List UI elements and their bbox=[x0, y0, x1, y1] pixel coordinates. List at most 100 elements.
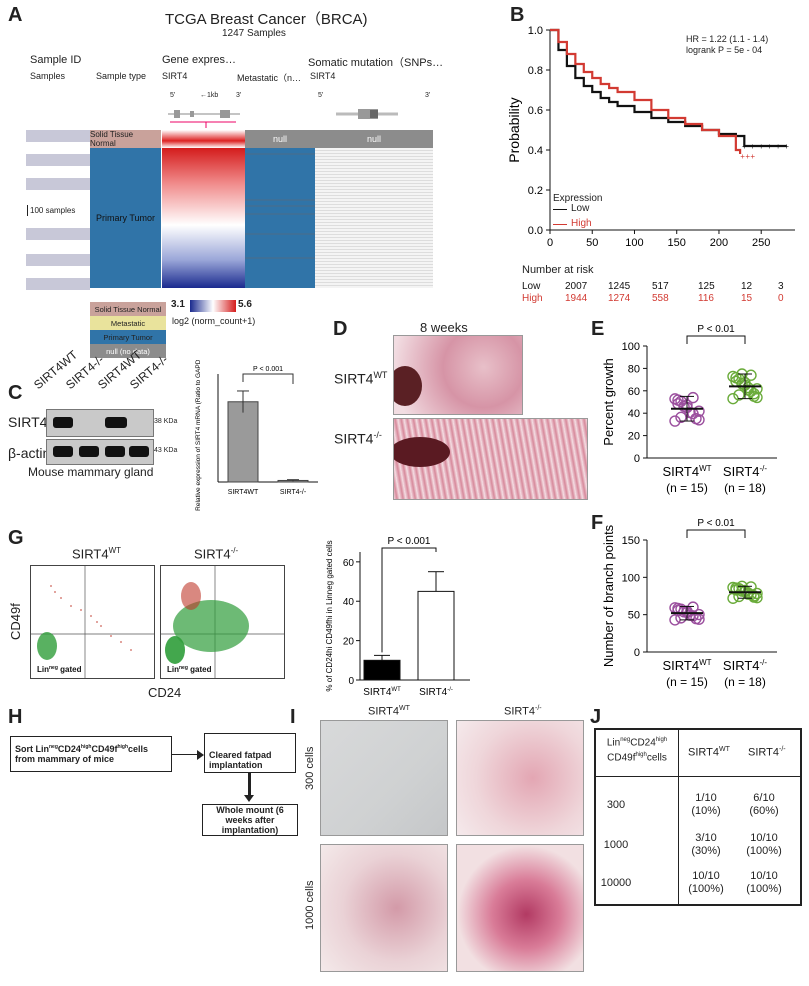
blot-actin bbox=[46, 439, 154, 465]
g-xlabel: CD24 bbox=[148, 685, 182, 700]
g-y-tick-label: 40 bbox=[343, 597, 355, 608]
km-censor-low: + bbox=[767, 142, 772, 151]
sample-rows bbox=[26, 130, 90, 290]
risk-cell: Low bbox=[522, 281, 541, 292]
km-censor-high: + bbox=[750, 152, 755, 161]
kda-43: 43 KDa bbox=[154, 447, 178, 454]
g-ylabel: CD49f bbox=[8, 603, 23, 640]
dot-y-tick-label: 20 bbox=[628, 431, 640, 443]
scale-label: log2 (norm_count+1) bbox=[172, 316, 256, 326]
km-y-tick-label: 1.0 bbox=[528, 25, 543, 37]
g-y-tick-label: 60 bbox=[343, 558, 355, 569]
g-cat-label: SIRT4-/- bbox=[419, 687, 453, 698]
dot-cat-label: SIRT4WT bbox=[662, 464, 711, 479]
band-actin-label: β-actin bbox=[8, 445, 51, 461]
panel-label-d: D bbox=[333, 318, 348, 340]
dot-point bbox=[693, 608, 705, 621]
three-prime-b: 3' bbox=[425, 92, 431, 99]
dot-point bbox=[742, 381, 754, 394]
dot-pvalue: P < 0.01 bbox=[697, 324, 735, 335]
g-bar-0 bbox=[363, 659, 401, 681]
j-cell: 1/10 bbox=[695, 792, 717, 804]
qpcr-bar-0 bbox=[227, 401, 259, 483]
scale-min: 3.1 bbox=[171, 299, 185, 310]
d-title: 8 weeks bbox=[420, 320, 468, 335]
flow-plot-ko: Linneg gated bbox=[160, 565, 285, 679]
panel-label-b: B bbox=[510, 4, 525, 26]
km-censor-low: + bbox=[742, 142, 747, 151]
dot-ylabel: Percent growth bbox=[601, 358, 616, 445]
km-logrank: logrank P = 5e - 04 bbox=[686, 45, 763, 55]
panel-label-c: C bbox=[8, 382, 23, 404]
d-photo-wt bbox=[393, 335, 523, 415]
panel-label-i: I bbox=[290, 706, 296, 728]
g-y-tick-label: 0 bbox=[348, 676, 354, 687]
metastatic-column bbox=[245, 148, 315, 288]
panel-label-j: J bbox=[590, 706, 602, 728]
km-censor-low: + bbox=[750, 142, 755, 151]
row-sirt4-b: SIRT4 bbox=[310, 71, 336, 81]
qpcr-cat-label: SIRT4-/- bbox=[280, 489, 307, 496]
dot-point bbox=[672, 604, 684, 617]
g-pvalue: P < 0.001 bbox=[388, 536, 431, 547]
i-row-1000: 1000 cells bbox=[304, 880, 316, 930]
dot-bracket bbox=[686, 335, 746, 344]
g-bracket bbox=[381, 547, 437, 653]
row-samples: Samples bbox=[30, 71, 66, 81]
km-legend-high-swatch bbox=[553, 224, 567, 225]
dot-point bbox=[693, 405, 705, 417]
tcga-title: TCGA Breast Cancer（BRCA) bbox=[165, 11, 368, 28]
panel-label-a: A bbox=[8, 4, 23, 26]
i-row-300: 300 cells bbox=[304, 746, 316, 790]
km-legend-low-swatch bbox=[553, 209, 567, 210]
three-prime-a: 3' bbox=[236, 92, 242, 99]
km-legend-high: High bbox=[571, 218, 592, 229]
risk-cell: 1944 bbox=[565, 293, 588, 304]
branch-points-chart: 0 50 100 150 Number of branch points SIRT4WT (… bbox=[601, 518, 777, 689]
dot-y-tick-label: 40 bbox=[628, 408, 640, 420]
km-y-tick-label: 0.2 bbox=[528, 185, 543, 197]
km-series-low bbox=[550, 28, 787, 148]
j-cell: 300 bbox=[606, 799, 626, 811]
h-arrowhead-1 bbox=[197, 750, 204, 760]
dot-point bbox=[684, 406, 696, 419]
km-x-tick-label: 0 bbox=[547, 237, 553, 249]
risk-cell: 12 bbox=[741, 281, 753, 292]
km-y-tick-label: 0.6 bbox=[528, 105, 543, 117]
legend-null: null (no data) bbox=[90, 344, 166, 358]
legend-metastatic: Metastatic bbox=[90, 316, 166, 330]
j-header-col1: LinnegCD24high CD49fhighcells bbox=[606, 737, 668, 764]
h-arrow-1 bbox=[172, 754, 200, 755]
km-x-tick-label: 150 bbox=[668, 237, 686, 249]
col-gene-expr: Gene expres… bbox=[162, 54, 236, 66]
h-arrowhead-2 bbox=[244, 795, 254, 802]
null-block-2: null bbox=[315, 130, 433, 148]
j-header-ko: SIRT4-/- bbox=[748, 746, 786, 759]
km-series-high bbox=[550, 28, 742, 154]
risk-title: Number at risk bbox=[522, 264, 594, 276]
km-hr: HR = 1.22 (1.1 - 1.4) bbox=[686, 34, 769, 44]
metastatic-lines bbox=[245, 153, 315, 259]
dot-y-tick-label: 100 bbox=[622, 341, 640, 353]
i-photo-wt-300 bbox=[320, 720, 448, 836]
panel-label-e: E bbox=[591, 318, 605, 340]
dot-point bbox=[748, 388, 760, 400]
km-censor-low: + bbox=[784, 142, 789, 151]
km-x-tick-label: 250 bbox=[752, 237, 770, 249]
h-step-1: Sort LinnegCD24highCD49fhighcells from m… bbox=[10, 736, 172, 772]
km-legend-low: Low bbox=[571, 203, 590, 214]
five-prime-a: 5' bbox=[170, 92, 176, 99]
svg-text:Linneg gated: Linneg gated bbox=[37, 665, 82, 674]
col-somatic: Somatic mutation（SNPs… bbox=[308, 57, 444, 69]
dot-n-label: (n = 18) bbox=[724, 675, 766, 689]
km-x-tick-label: 200 bbox=[710, 237, 728, 249]
dot-point bbox=[748, 590, 760, 602]
km-censor-high: + bbox=[740, 152, 745, 161]
legend-primary: Primary Tumor bbox=[90, 330, 166, 344]
dot-y-tick-label: 60 bbox=[628, 386, 640, 398]
dot-point bbox=[745, 369, 757, 381]
i-photo-ko-300 bbox=[456, 720, 584, 836]
risk-cell: 1274 bbox=[608, 293, 631, 304]
risk-cell: 116 bbox=[698, 293, 714, 304]
g-label-wt: SIRT4WT bbox=[72, 546, 122, 562]
